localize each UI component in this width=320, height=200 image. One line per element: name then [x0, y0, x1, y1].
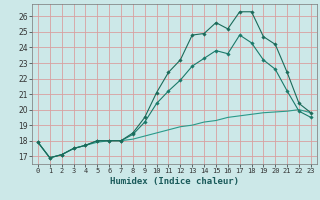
X-axis label: Humidex (Indice chaleur): Humidex (Indice chaleur) — [110, 177, 239, 186]
